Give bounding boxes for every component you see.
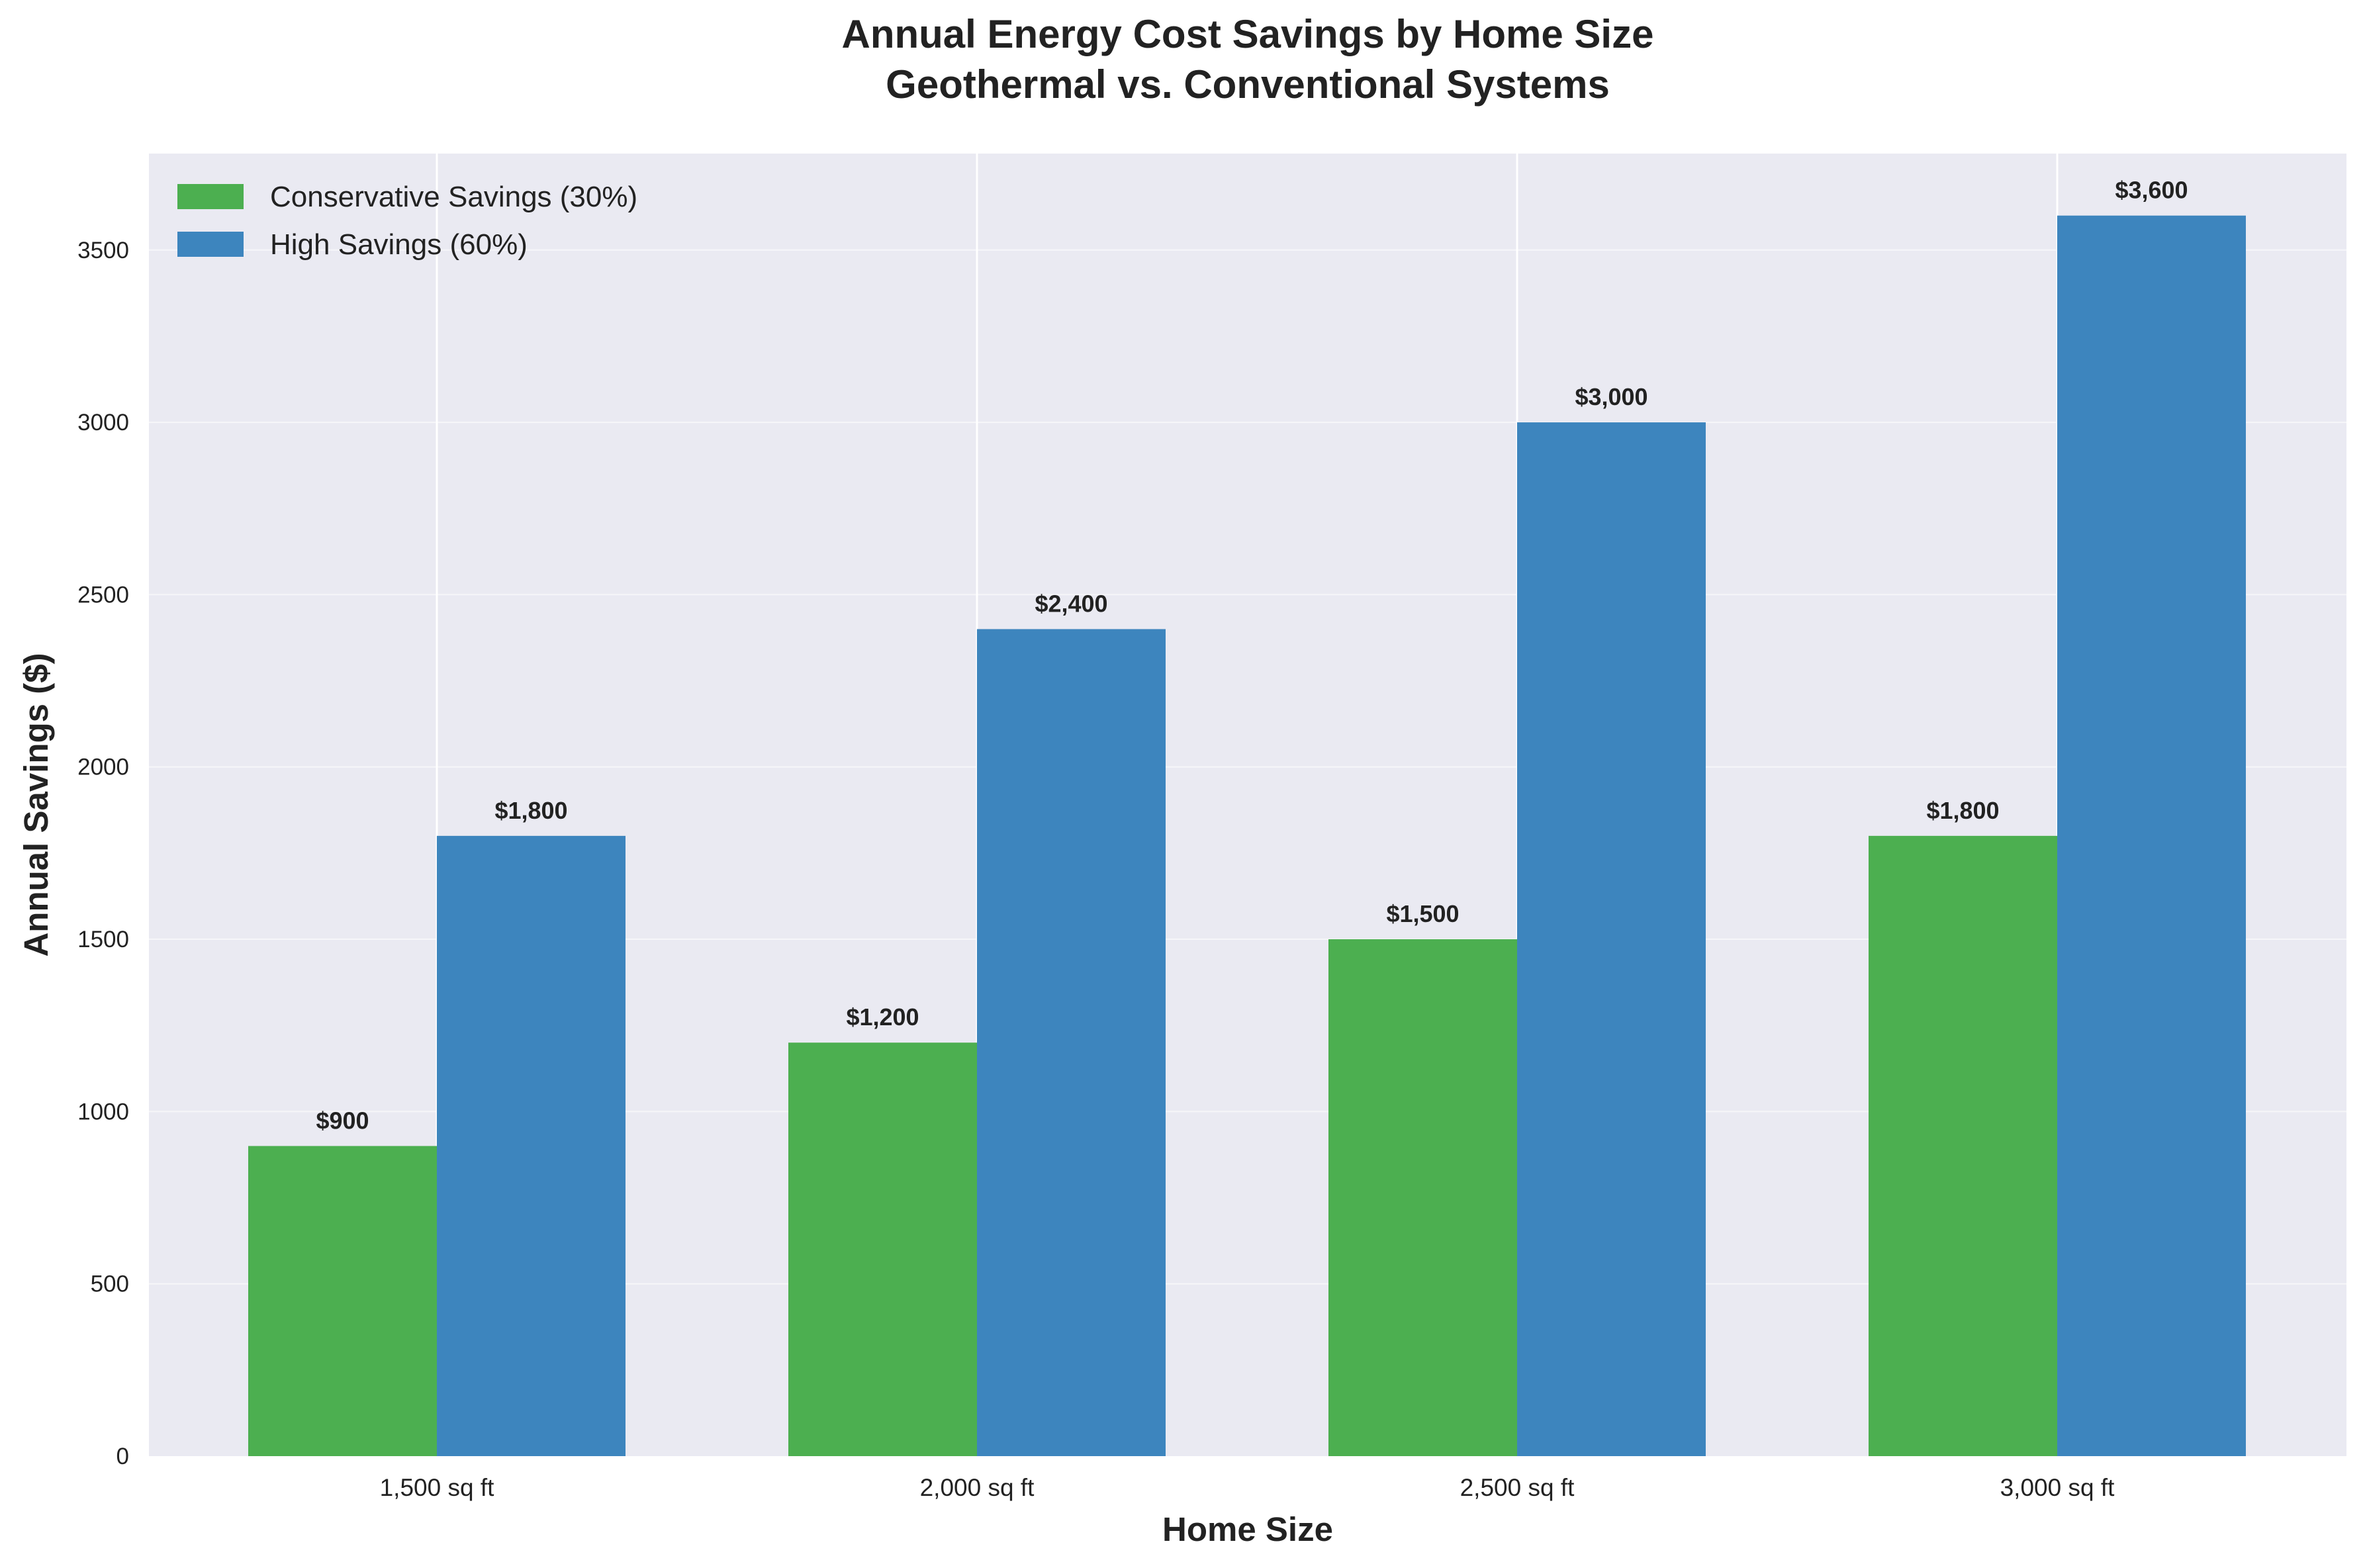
y-axis-ticks: 0 500 1000 1500 2000 2500 3000 3500 [77,238,129,1469]
data-labels: $900 $1,200 $1,500 $1,800 $1,800 $2,400 $3,000… [316,177,2188,1134]
legend-swatch-conservative [177,184,244,209]
legend: Conservative Savings (30%) High Savings … [177,181,637,261]
legend-swatch-high [177,232,244,257]
bars [248,215,2246,1456]
bar [1869,835,2057,1456]
bar [248,1146,437,1456]
y-tick-label: 500 [91,1271,129,1297]
bar-value-label: $1,200 [846,1003,919,1031]
y-tick-label: 2000 [77,755,129,780]
bar [2057,215,2246,1456]
bar [788,1042,977,1456]
y-tick-label: 1000 [77,1099,129,1125]
bar [437,835,626,1456]
bar-value-label: $900 [316,1107,369,1134]
bar-value-label: $3,600 [2115,177,2188,204]
y-tick-label: 0 [116,1444,129,1469]
y-tick-label: 1500 [77,927,129,952]
y-axis-label: Annual Savings ($) [17,653,55,956]
x-tick-label: 2,500 sq ft [1460,1474,1575,1501]
legend-label-conservative: Conservative Savings (30%) [270,181,637,213]
bar-value-label: $1,800 [494,797,567,824]
bar-value-label: $1,500 [1386,900,1459,927]
x-tick-label: 1,500 sq ft [380,1474,495,1501]
bar-value-label: $2,400 [1035,590,1107,617]
y-tick-label: 3500 [77,238,129,263]
y-tick-label: 2500 [77,582,129,608]
bar-value-label: $3,000 [1575,383,1647,410]
chart-title: Annual Energy Cost Savings by Home Size [842,12,1654,56]
x-axis-label: Home Size [1162,1510,1333,1548]
x-tick-label: 2,000 sq ft [920,1474,1035,1501]
bar [1517,422,1706,1456]
x-axis-ticks: 1,500 sq ft 2,000 sq ft 2,500 sq ft 3,000 s… [380,1474,2115,1501]
x-tick-label: 3,000 sq ft [2000,1474,2115,1501]
legend-label-high: High Savings (60%) [270,228,528,261]
bar [1328,939,1517,1456]
bar [977,629,1166,1456]
chart-subtitle: Geothermal vs. Conventional Systems [886,62,1610,107]
bar-value-label: $1,800 [1926,797,1999,824]
y-tick-label: 3000 [77,410,129,436]
